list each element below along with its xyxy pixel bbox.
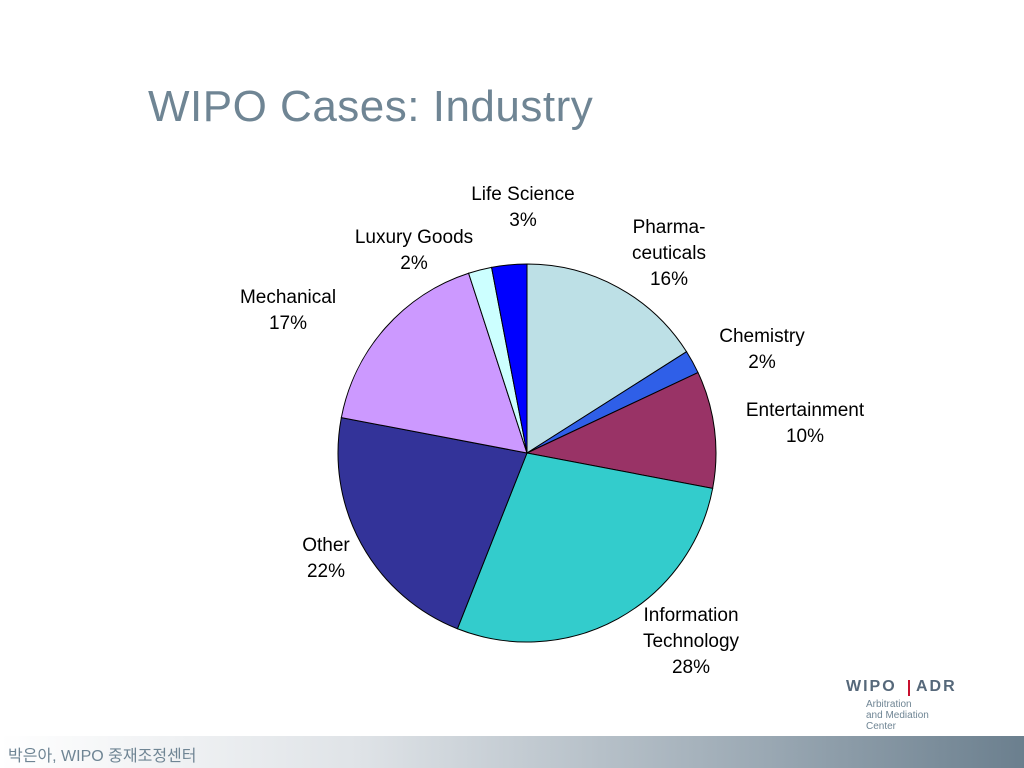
logo-wipo-text: WIPO (846, 678, 897, 695)
footer-text: 박은아, WIPO 중재조정센터 (8, 748, 197, 765)
logo-adr-text: ADR (916, 678, 957, 695)
slice-label: Information Technology 28% (643, 605, 740, 678)
pie-slice (337, 416, 528, 630)
wipo-adr-logo: WIPO ADR Arbitration and Mediation Cente… (846, 678, 976, 734)
pie-slice (526, 263, 688, 454)
slice-label: Other 22% (302, 535, 350, 582)
logo-divider (908, 680, 910, 696)
slide-title: WIPO Cases: Industry (148, 82, 594, 131)
pie-slice (456, 452, 714, 643)
slice-label: Chemistry 2% (719, 326, 805, 373)
logo-subtitle-line: Arbitration (866, 699, 912, 710)
logo-subtitle: Arbitration and Mediation Center (866, 699, 929, 732)
slice-label: Entertainment 10% (746, 400, 865, 447)
slice-label: Mechanical 17% (240, 287, 336, 334)
slice-label: Luxury Goods 2% (355, 227, 473, 274)
slice-label: Life Science 3% (471, 184, 575, 231)
pie-slice (340, 272, 528, 454)
footer-bar (0, 736, 1024, 768)
logo-subtitle-line: and Mediation (866, 710, 929, 721)
logo-subtitle-line: Center (866, 721, 897, 732)
slice-label: Pharma-ceuticals 16% (632, 217, 706, 290)
pie-slice (525, 371, 717, 490)
pie-slice (490, 263, 528, 454)
